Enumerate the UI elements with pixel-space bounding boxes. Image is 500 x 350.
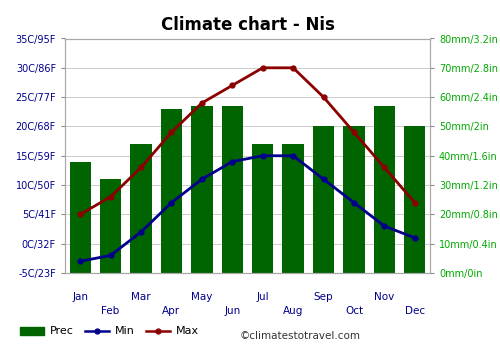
Bar	[130, 144, 152, 273]
Bar	[191, 106, 212, 273]
Text: May: May	[191, 292, 212, 302]
Bar	[252, 144, 274, 273]
Text: Jan: Jan	[72, 292, 88, 302]
Bar	[404, 126, 425, 273]
Bar	[222, 106, 243, 273]
Text: Feb: Feb	[102, 306, 120, 316]
Text: Dec: Dec	[404, 306, 425, 316]
Bar	[344, 126, 364, 273]
Text: Sep: Sep	[314, 292, 334, 302]
Text: Apr: Apr	[162, 306, 180, 316]
Text: Aug: Aug	[283, 306, 304, 316]
Bar	[374, 106, 395, 273]
Bar	[70, 162, 91, 273]
Text: Jun: Jun	[224, 306, 240, 316]
Bar	[313, 126, 334, 273]
Bar	[282, 144, 304, 273]
Bar	[100, 179, 122, 273]
Title: Climate chart - Nis: Climate chart - Nis	[160, 16, 334, 34]
Text: Oct: Oct	[345, 306, 363, 316]
Text: Mar: Mar	[131, 292, 151, 302]
Bar	[161, 109, 182, 273]
Text: Nov: Nov	[374, 292, 394, 302]
Text: Jul: Jul	[256, 292, 269, 302]
Text: ©climatestotravel.com: ©climatestotravel.com	[240, 331, 361, 341]
Legend: Prec, Min, Max: Prec, Min, Max	[16, 322, 204, 341]
